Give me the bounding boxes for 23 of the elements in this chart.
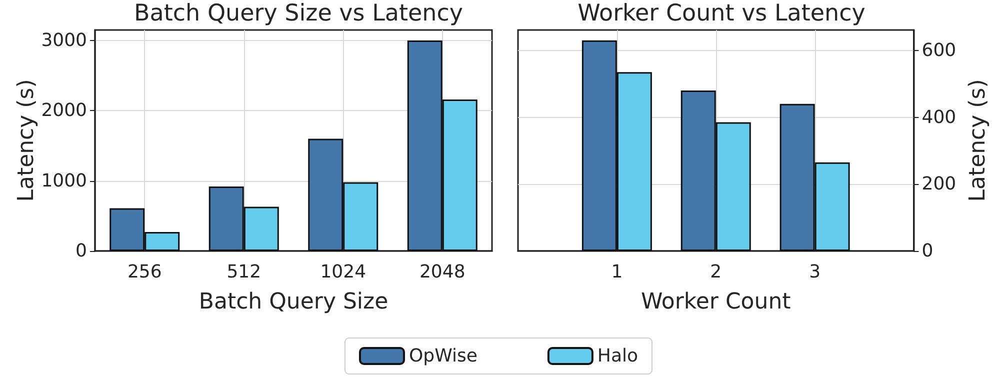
y2-tick-label: 200 <box>922 174 956 195</box>
y2-tick-label: 400 <box>922 106 956 128</box>
x-tick-label: 2 <box>710 262 722 282</box>
x-tick-label: 1 <box>611 262 623 282</box>
x-axis-title: Worker Count <box>640 290 792 314</box>
y2-tick-label: 0 <box>922 240 934 262</box>
x-tick-label: 1024 <box>320 262 366 282</box>
x-tick-label: 2048 <box>419 262 466 282</box>
y2-axis-title: Latency (s) <box>966 79 990 202</box>
x-tick-label: 256 <box>127 262 162 282</box>
y-tick-label: 2000 <box>41 100 87 122</box>
chart-title: Batch Query Size vs Latency <box>134 0 463 26</box>
y-tick-label: 0 <box>76 240 87 262</box>
x-axis-title: Batch Query Size <box>198 290 388 314</box>
y-axis-title: Latency (s) <box>14 79 39 202</box>
x-tick-label: 3 <box>809 262 821 282</box>
chart-title: Worker Count vs Latency <box>578 0 866 26</box>
legend-label: OpWise <box>408 346 478 366</box>
legend-label: Halo <box>597 346 638 366</box>
y-tick-label: 1000 <box>41 170 87 192</box>
x-tick-label: 512 <box>226 262 262 282</box>
y2-tick-label: 600 <box>922 40 956 61</box>
y-tick-label: 3000 <box>41 30 87 52</box>
